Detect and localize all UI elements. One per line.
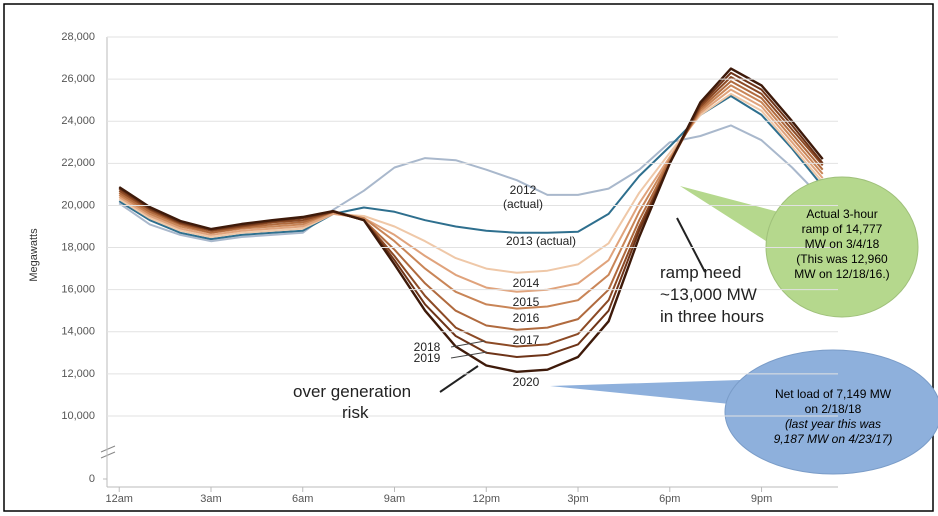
leader <box>439 365 479 393</box>
frame <box>3 3 934 512</box>
callout-text: (last year this was <box>784 417 882 431</box>
series-line <box>118 124 824 243</box>
callout-text: (This was 12,960 <box>796 252 888 266</box>
series-label: 2020 <box>512 375 540 389</box>
annotation: ~13,000 MW <box>660 285 757 304</box>
callout-text: Actual 3-hour <box>806 207 878 221</box>
series-line <box>118 92 824 274</box>
callout-text: 9,187 MW on 4/23/17) <box>773 432 893 446</box>
axis-break <box>100 451 116 459</box>
x-tick-label: 12am <box>105 493 133 505</box>
x-tick-label: 9pm <box>751 493 772 505</box>
callout-bubble <box>724 349 938 475</box>
annotation: risk <box>342 403 369 422</box>
y-axis-label: Megawatts <box>28 228 40 282</box>
y-tick-label: 12,000 <box>61 368 95 380</box>
series-line <box>118 71 824 358</box>
x-tick-label: 3am <box>200 493 221 505</box>
callout-text: MW on 3/4/18 <box>804 237 880 251</box>
y-tick-label: 10,000 <box>61 410 95 422</box>
series-label: 2012 (actual) <box>502 183 543 211</box>
y-tick-label: 18,000 <box>61 241 95 253</box>
callout-text: Net load of 7,149 MW <box>774 387 892 401</box>
y-tick-label: 20,000 <box>61 199 95 211</box>
y-tick-label: 14,000 <box>61 326 95 338</box>
series-label: 2013 (actual) <box>505 234 577 248</box>
callout-pointer <box>550 380 740 405</box>
leader <box>450 351 488 359</box>
y-tick-label: 28,000 <box>61 31 95 43</box>
annotation: in three hours <box>660 307 764 326</box>
callout-text: ramp of 14,777 <box>801 222 883 236</box>
y-tick-label: 22,000 <box>61 157 95 169</box>
x-tick-label: 12pm <box>472 493 500 505</box>
callout-text: MW on 12/18/16.) <box>794 267 890 281</box>
series-label: 2018 <box>413 340 441 354</box>
y-tick-label: 16,000 <box>61 284 95 296</box>
axis-break <box>100 445 116 453</box>
annotation: ramp need <box>660 263 742 282</box>
x-tick-label: 3pm <box>567 493 588 505</box>
series-line <box>118 67 824 373</box>
series-label: 2017 <box>512 333 540 347</box>
series-label: 2015 <box>512 295 540 309</box>
series-label: 2019 <box>413 351 441 365</box>
series-line <box>118 88 824 293</box>
y-tick-label: 26,000 <box>61 73 95 85</box>
series-line <box>118 76 824 348</box>
y-tick-label: 24,000 <box>61 115 95 127</box>
series-label: 2014 <box>512 276 540 290</box>
callout-bubble <box>765 176 919 318</box>
series-line <box>118 80 824 331</box>
callout-text: on 2/18/18 <box>804 402 862 416</box>
annotation: over generation <box>293 382 412 401</box>
x-tick-label: 6pm <box>659 493 680 505</box>
leader <box>450 340 486 348</box>
callout-pointer <box>680 186 790 250</box>
x-tick-label: 9am <box>384 493 405 505</box>
y-tick-label: 0 <box>89 473 95 485</box>
leader <box>676 217 706 273</box>
series-line <box>118 95 824 241</box>
series-label: 2016 <box>512 311 540 325</box>
x-tick-label: 6am <box>292 493 313 505</box>
